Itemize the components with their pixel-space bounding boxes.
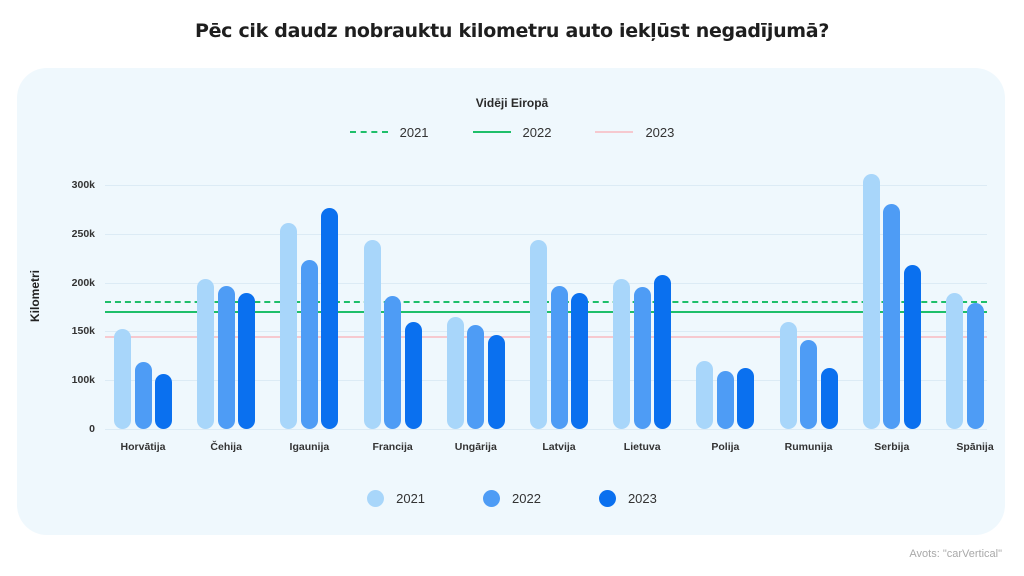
average-legend-label: 2021 [399, 124, 429, 140]
y-tick-label: 100k [71, 374, 95, 386]
bar-2021 [696, 361, 714, 429]
gridline [105, 234, 987, 235]
circle-icon [483, 490, 501, 507]
x-category-label: Spānija [956, 441, 994, 453]
x-category-label: Horvātija [120, 441, 166, 453]
x-category-label: Čehija [210, 441, 242, 453]
bar-2022 [883, 203, 901, 429]
bar-2022 [467, 325, 485, 429]
legend-item-2023: 2023 [598, 490, 657, 507]
bar-2023 [737, 368, 755, 429]
x-category-label: Serbija [874, 441, 910, 453]
gridline [105, 185, 987, 186]
source-note: Avots: "carVertical" [909, 548, 1002, 560]
chart-title: Pēc cik daudz nobrauktu kilometru auto i… [194, 20, 830, 42]
gridline [105, 429, 987, 430]
average-legend-item-2021: 2021 [349, 124, 429, 140]
bar-2022 [134, 362, 152, 429]
bar-2023 [903, 264, 921, 429]
bar-2021 [197, 278, 215, 429]
bar-2023 [321, 208, 339, 429]
bar-2022 [217, 286, 235, 429]
average-legend-item-2022: 2022 [472, 124, 552, 140]
bar-2021 [862, 174, 880, 429]
legend-label: 2023 [627, 491, 657, 506]
x-category-label: Latvija [542, 441, 576, 453]
x-category-label: Ungārija [454, 441, 497, 453]
bar-2022 [716, 371, 734, 429]
bar-2022 [800, 340, 818, 429]
y-tick-label: 300k [71, 179, 95, 191]
bar-2021 [446, 316, 464, 429]
solid-line-icon [472, 131, 511, 133]
y-tick-label: 150k [71, 325, 95, 338]
bar-2021 [530, 239, 547, 429]
bar-2021 [779, 321, 797, 429]
legend-item-2022: 2022 [483, 490, 541, 507]
x-category-label: Lietuva [623, 441, 661, 453]
bar-2022 [384, 296, 402, 429]
bar-2021 [280, 223, 298, 429]
dashed-line-icon [349, 131, 388, 133]
bar-2023 [155, 374, 172, 429]
y-tick-label: 0 [89, 423, 95, 435]
bar-2023 [404, 321, 422, 429]
bar-2023 [487, 335, 505, 429]
circle-icon [598, 490, 616, 507]
solid-line-icon [595, 131, 634, 133]
x-category-label: Polija [711, 441, 740, 453]
x-category-label: Rumunija [784, 441, 833, 453]
bar-2021 [114, 329, 131, 429]
x-category-label: Francija [372, 441, 413, 453]
average-legend-label: 2023 [645, 124, 675, 140]
circle-icon [367, 490, 385, 507]
bar-2021 [946, 293, 963, 429]
average-legend-item-2023: 2023 [595, 124, 674, 140]
average-legend-title: Vidēji Eiropā [475, 96, 549, 110]
bar-2023 [238, 293, 256, 429]
average-legend: 2021 2022 2023 [0, 124, 1024, 140]
bar-2021 [363, 239, 381, 429]
legend-label: 2021 [396, 491, 426, 506]
series-legend: 2021 2022 2023 [0, 490, 1024, 507]
bar-2022 [300, 260, 318, 429]
bar-2021 [613, 278, 631, 429]
bar-2023 [820, 368, 838, 429]
legend-item-2021: 2021 [367, 490, 425, 507]
average-legend-label: 2022 [522, 124, 552, 140]
bar-2022 [966, 302, 984, 429]
legend-label: 2022 [512, 491, 541, 506]
bar-2022 [550, 286, 568, 429]
y-tick-label: 200k [71, 276, 95, 289]
x-category-label: Igaunija [289, 441, 330, 453]
bar-2023 [654, 274, 672, 429]
bar-2023 [571, 293, 588, 429]
y-tick-label: 250k [71, 227, 95, 240]
bar-2022 [633, 287, 651, 429]
